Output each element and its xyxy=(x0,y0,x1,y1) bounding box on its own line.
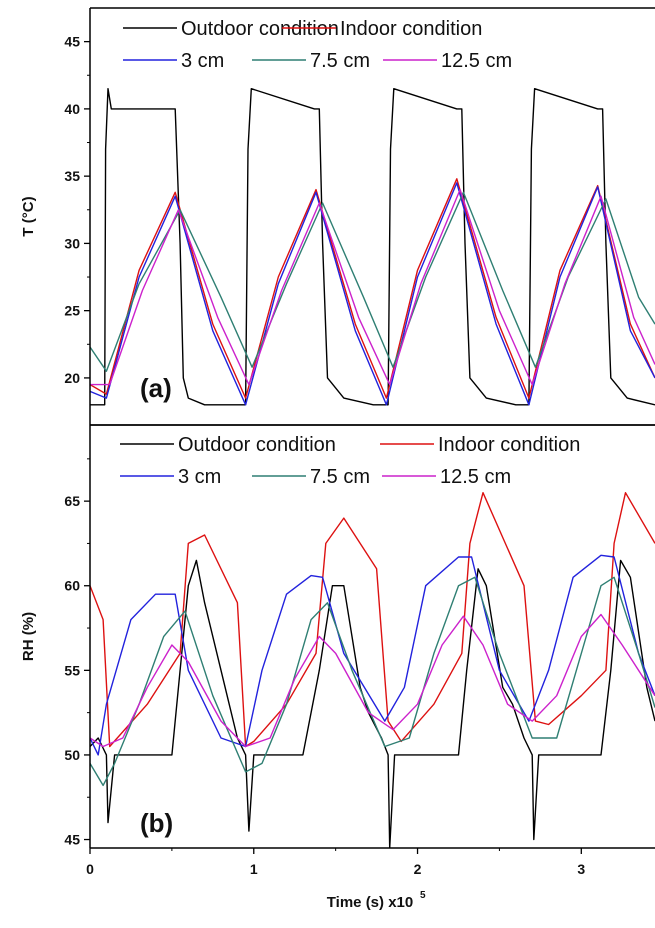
series-line-7-5-cm xyxy=(90,576,655,787)
legend: Outdoor condition Indoor condition 3 cm 7.5… xyxy=(123,18,512,72)
legend-item: Outdoor condition xyxy=(120,434,336,456)
y-tick-label: 20 xyxy=(64,370,80,386)
series-line-outdoor-condition xyxy=(90,559,655,848)
y-tick-label: 65 xyxy=(64,493,80,509)
series-line-3-cm xyxy=(90,182,655,406)
y-tick-label: 50 xyxy=(64,747,80,763)
y-tick-label: 45 xyxy=(64,34,80,50)
y-axis-title: T (°C) xyxy=(20,196,37,236)
series-group xyxy=(90,492,655,848)
x-tick-label: 0 xyxy=(86,861,94,877)
y-tick-label: 60 xyxy=(64,578,80,594)
legend-item: 3 cm xyxy=(120,466,221,488)
x-tick-label: 2 xyxy=(414,861,422,877)
y-tick-label: 25 xyxy=(64,303,80,319)
y-tick-label: 55 xyxy=(64,662,80,678)
series-line-12-5-cm xyxy=(90,613,655,748)
panel-label: (a) xyxy=(140,373,172,403)
panel-a: 20 25 30 35 40 45 T (°C) (a) Outdoor condition In… xyxy=(20,7,655,426)
y-tick-label: 40 xyxy=(64,101,80,117)
series-line-12-5-cm xyxy=(90,188,655,386)
legend-label: 7.5 cm xyxy=(310,466,370,488)
legend-item: 7.5 cm xyxy=(252,466,370,488)
legend-item: 3 cm xyxy=(123,50,224,72)
x-tick-label: 1 xyxy=(250,861,258,877)
legend-item: 12.5 cm xyxy=(382,466,511,488)
legend-item: Outdoor condition xyxy=(123,18,339,40)
legend-label: 12.5 cm xyxy=(440,466,511,488)
y-axis-title: RH (%) xyxy=(20,612,37,661)
x-axis-title: Time (s) x10 xyxy=(327,894,413,911)
legend-label: 3 cm xyxy=(181,50,224,72)
panel-label: (b) xyxy=(140,808,173,838)
panel-b: 45 50 55 60 65 0 1 2 3 RH (%) Time (s) x10 5 (b) Outd… xyxy=(20,424,655,911)
legend-item: Indoor condition xyxy=(282,18,482,40)
y-tick-label: 45 xyxy=(64,832,80,848)
series-line-indoor-condition xyxy=(90,178,655,399)
legend-item: Indoor condition xyxy=(380,434,580,456)
legend-item: 7.5 cm xyxy=(252,50,370,72)
y-tick-label: 35 xyxy=(64,168,80,184)
y-tick-label: 30 xyxy=(64,235,80,251)
legend-label: Outdoor condition xyxy=(178,434,336,456)
legend-label: 12.5 cm xyxy=(441,50,512,72)
legend: Outdoor condition Indoor condition 3 cm 7.5… xyxy=(120,434,580,488)
legend-label: Outdoor condition xyxy=(181,18,339,40)
legend-label: Indoor condition xyxy=(340,18,482,40)
series-line-indoor-condition xyxy=(90,492,655,748)
legend-label: Indoor condition xyxy=(438,434,580,456)
x-axis-title-exponent: 5 xyxy=(420,890,426,901)
series-group xyxy=(90,88,655,406)
series-line-3-cm xyxy=(90,554,655,756)
series-line-outdoor-condition xyxy=(90,88,655,406)
legend-item: 12.5 cm xyxy=(383,50,512,72)
legend-label: 3 cm xyxy=(178,466,221,488)
legend-label: 7.5 cm xyxy=(310,50,370,72)
x-tick-label: 3 xyxy=(577,861,585,877)
